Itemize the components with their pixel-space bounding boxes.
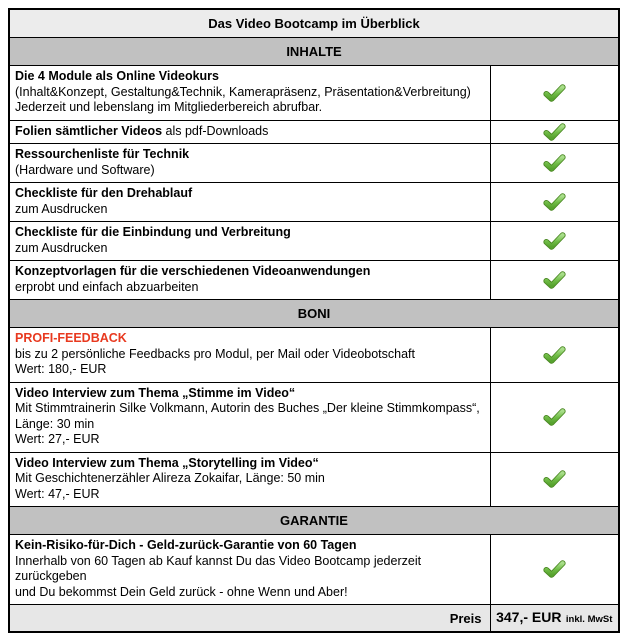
feature-detail-line: bis zu 2 persönliche Feedbacks pro Modul… xyxy=(15,346,415,361)
checkmark-icon xyxy=(543,271,566,289)
feature-title-line: Konzeptvorlagen für die verschiedenen Vi… xyxy=(15,264,484,280)
bootcamp-overview-page: Das Video Bootcamp im Überblick INHALTE D… xyxy=(8,8,620,633)
feature-check-cell xyxy=(489,143,620,183)
feature-description-cell: PROFI-FEEDBACK bis zu 2 persönliche Feedb… xyxy=(8,327,491,383)
checkmark-icon xyxy=(543,560,566,579)
feature-title: Video Interview zum Thema „Storytelling … xyxy=(15,455,319,470)
feature-description-cell: Ressourchenliste für Technik (Hardware un… xyxy=(8,143,491,183)
feature-description-cell: Kein-Risiko-für-Dich - Geld-zurück-Garan… xyxy=(8,534,491,605)
feature-row: Video Interview zum Thema „Stimme im Vid… xyxy=(8,381,620,453)
price-row: Preis 347,- EUR inkl. MwSt xyxy=(8,604,620,633)
feature-description-cell: Die 4 Module als Online Videokurs (Inhalt… xyxy=(8,65,491,121)
feature-row: Checkliste für den Drehablauf zum Ausdruc… xyxy=(8,182,620,222)
feature-detail-line: Wert: 180,- EUR xyxy=(15,362,107,376)
feature-detail-line: (Inhalt&Konzept, Gestaltung&Technik, Kam… xyxy=(15,84,471,99)
feature-title-line: Die 4 Module als Online Videokurs xyxy=(15,69,484,85)
price-amount: 347,- EUR xyxy=(496,609,562,625)
section-row: GARANTIE xyxy=(8,506,620,535)
feature-check-cell xyxy=(489,260,620,300)
feature-detail-line: Wert: 47,- EUR xyxy=(15,486,100,501)
checkmark-icon xyxy=(543,345,566,364)
feature-detail-line: und Du bekommst Dein Geld zurück - ohne … xyxy=(15,584,348,599)
feature-title-highlighted: PROFI-FEEDBACK xyxy=(15,331,127,345)
feature-description-cell: Video Interview zum Thema „Stimme im Vid… xyxy=(8,381,491,453)
feature-detail-line: Länge: 30 min xyxy=(15,416,95,431)
feature-title: Konzeptvorlagen für die verschiedenen Vi… xyxy=(15,264,371,278)
feature-check-cell xyxy=(489,221,620,261)
section-header-garantie: GARANTIE xyxy=(8,506,620,535)
feature-row: Folien sämtlicher Videos als pdf-Downloa… xyxy=(8,119,620,144)
feature-description-cell: Konzeptvorlagen für die verschiedenen Vi… xyxy=(8,260,491,300)
feature-check-cell xyxy=(489,182,620,222)
feature-description-cell: Checkliste für die Einbindung und Verbre… xyxy=(8,221,491,261)
price-value-cell: 347,- EUR inkl. MwSt xyxy=(489,604,620,633)
checkmark-icon xyxy=(543,408,566,426)
feature-title-line: Kein-Risiko-für-Dich - Geld-zurück-Garan… xyxy=(15,538,484,554)
feature-detail-line: Mit Stimmtrainerin Silke Volkmann, Autor… xyxy=(15,401,480,415)
feature-title: Kein-Risiko-für-Dich - Geld-zurück-Garan… xyxy=(15,538,357,552)
feature-detail-line: Mit Geschichtenerzähler Alireza Zokaifar… xyxy=(15,471,325,485)
feature-detail-line: Innerhalb von 60 Tagen ab Kauf kannst Du… xyxy=(15,553,422,584)
feature-description-cell: Folien sämtlicher Videos als pdf-Downloa… xyxy=(8,119,491,144)
feature-title-line: Ressourchenliste für Technik xyxy=(15,147,484,163)
section-row: BONI xyxy=(8,299,620,328)
price-tax-note: inkl. MwSt xyxy=(565,614,613,625)
checkmark-icon xyxy=(543,83,566,102)
feature-title: Checkliste für den Drehablauf xyxy=(15,186,193,200)
feature-detail-line: zum Ausdrucken xyxy=(15,240,108,255)
page-title: Das Video Bootcamp im Überblick xyxy=(8,8,620,38)
feature-row: PROFI-FEEDBACK bis zu 2 persönliche Feedb… xyxy=(8,327,620,383)
feature-title: Die 4 Module als Online Videokurs xyxy=(15,69,219,83)
feature-title-line: PROFI-FEEDBACK xyxy=(15,331,484,347)
checkmark-icon xyxy=(543,122,566,141)
feature-check-cell xyxy=(489,327,620,383)
checkmark-icon xyxy=(543,470,566,488)
feature-row: Checkliste für die Einbindung und Verbre… xyxy=(8,221,620,261)
feature-title: Checkliste für die Einbindung und Verbre… xyxy=(15,225,291,239)
table-footer-body: Preis 347,- EUR inkl. MwSt xyxy=(8,604,620,633)
table-body: INHALTE Die 4 Module als Online Videokurs… xyxy=(8,37,620,605)
feature-title-line: Video Interview zum Thema „Storytelling … xyxy=(15,456,484,472)
feature-row: Konzeptvorlagen für die verschiedenen Vi… xyxy=(8,260,620,300)
feature-check-cell xyxy=(489,119,620,144)
feature-title: Video Interview zum Thema „Stimme im Vid… xyxy=(15,385,296,400)
feature-detail-line: erprobt und einfach abzuarbeiten xyxy=(15,279,199,294)
feature-detail-line: (Hardware und Software) xyxy=(15,162,155,177)
checkmark-icon xyxy=(543,232,566,250)
feature-description-cell: Checkliste für den Drehablauf zum Ausdruc… xyxy=(8,182,491,222)
feature-check-cell xyxy=(489,534,620,605)
feature-detail-line: Jederzeit und lebenslang im Mitgliederbe… xyxy=(15,100,323,114)
bootcamp-overview-table: Das Video Bootcamp im Überblick INHALTE D… xyxy=(8,8,620,633)
feature-description-cell: Video Interview zum Thema „Storytelling … xyxy=(8,451,491,507)
feature-title: Folien sämtlicher Videos xyxy=(15,123,163,138)
title-row: Das Video Bootcamp im Überblick xyxy=(8,8,620,38)
feature-title-line: Video Interview zum Thema „Stimme im Vid… xyxy=(15,386,484,402)
section-header-inhalte: INHALTE xyxy=(8,37,620,66)
feature-check-cell xyxy=(489,381,620,453)
checkmark-icon xyxy=(543,193,566,211)
table-header-body: Das Video Bootcamp im Überblick xyxy=(8,8,620,38)
feature-title-line: Checkliste für den Drehablauf xyxy=(15,186,484,202)
feature-check-cell xyxy=(489,65,620,121)
section-header-boni: BONI xyxy=(8,299,620,328)
feature-title-line: Checkliste für die Einbindung und Verbre… xyxy=(15,225,484,241)
feature-row: Video Interview zum Thema „Storytelling … xyxy=(8,451,620,507)
feature-check-cell xyxy=(489,451,620,507)
feature-row: Kein-Risiko-für-Dich - Geld-zurück-Garan… xyxy=(8,534,620,605)
feature-detail-line: zum Ausdrucken xyxy=(15,201,108,216)
checkmark-icon xyxy=(543,154,566,172)
section-row: INHALTE xyxy=(8,37,620,66)
feature-title-suffix: als pdf-Downloads xyxy=(162,123,269,138)
price-label: Preis xyxy=(8,604,491,633)
feature-title: Ressourchenliste für Technik xyxy=(15,147,190,161)
feature-title-line: Folien sämtlicher Videos als pdf-Downloa… xyxy=(15,124,484,140)
feature-row: Die 4 Module als Online Videokurs (Inhalt… xyxy=(8,65,620,121)
feature-detail-line: Wert: 27,- EUR xyxy=(15,432,100,446)
feature-row: Ressourchenliste für Technik (Hardware un… xyxy=(8,143,620,183)
